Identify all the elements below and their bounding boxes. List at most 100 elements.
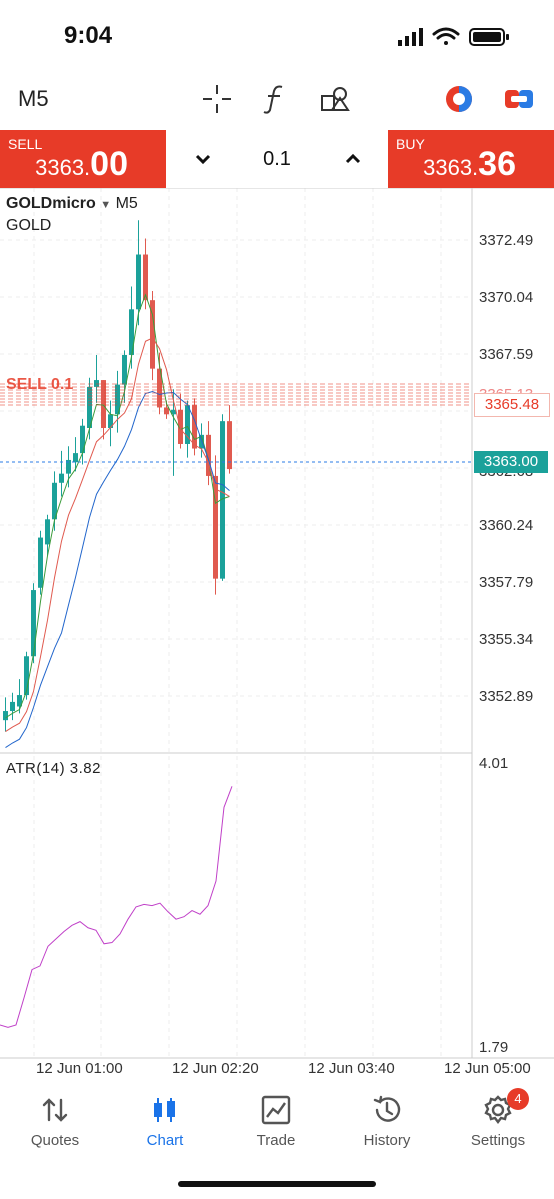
- candle-body: [129, 309, 134, 355]
- symbol-description: GOLD: [6, 217, 52, 234]
- tab-label: Settings: [470, 1132, 526, 1149]
- x-axis-label: 12 Jun 01:00: [36, 1060, 123, 1077]
- sell-price-pips: 00: [90, 145, 128, 183]
- symbol-dropdown-icon: ▼: [100, 199, 112, 211]
- sell-label: SELL: [8, 136, 43, 152]
- chevron-down-icon[interactable]: [188, 144, 218, 174]
- tab-label: History: [363, 1132, 411, 1149]
- y-axis-label: 3357.79: [479, 574, 534, 591]
- candle-body: [66, 459, 71, 474]
- candle-body: [87, 386, 92, 428]
- tab-history[interactable]: History: [332, 1088, 442, 1160]
- trade-panel: SELL 3363.00 0.1 BUY 3363.36: [0, 130, 554, 188]
- crosshair-icon[interactable]: [200, 82, 234, 116]
- candle-body: [213, 475, 218, 579]
- home-indicator: [178, 1181, 376, 1187]
- candle-body: [17, 695, 22, 707]
- candle-body: [122, 354, 127, 385]
- tab-label: Chart: [146, 1132, 184, 1149]
- ma-slow-line: [5, 390, 230, 748]
- candle-body: [115, 384, 120, 415]
- indicator-toggle-icon[interactable]: [442, 82, 476, 116]
- candle-body: [143, 254, 148, 301]
- tab-label: Quotes: [30, 1132, 80, 1149]
- status-icons: [398, 26, 518, 48]
- x-axis-label: 12 Jun 05:00: [444, 1060, 531, 1077]
- buy-price-main: 3363.: [423, 155, 479, 180]
- candle-body: [101, 380, 106, 428]
- y-axis-label: 3352.89: [479, 688, 534, 705]
- y-axis-label: 3360.24: [479, 517, 534, 534]
- timeframe-selector[interactable]: M5: [18, 86, 49, 111]
- candle-body: [10, 701, 15, 712]
- ma-fast-line: [5, 293, 230, 719]
- buy-price: 3363.36: [423, 145, 516, 184]
- candle-body: [227, 421, 232, 470]
- status-bar: 9:04: [0, 0, 554, 70]
- chart-area[interactable]: GOLDmicro ▼ M5 GOLD SELL 0.1 3372.49 337…: [0, 188, 554, 1088]
- tab-label: Trade: [256, 1132, 296, 1149]
- tab-chart[interactable]: Chart: [110, 1088, 220, 1160]
- y-axis-label: 3372.49: [479, 232, 534, 249]
- x-axis-label: 12 Jun 03:40: [308, 1060, 395, 1077]
- notification-badge: 4: [507, 1088, 529, 1110]
- candle-body: [164, 407, 169, 415]
- y-axis-label: 3355.34: [479, 631, 534, 648]
- chart-icon: [149, 1094, 181, 1126]
- candle-body: [220, 421, 225, 579]
- candle-body: [80, 425, 85, 454]
- signal-icon: [398, 28, 423, 46]
- candle-body: [45, 519, 50, 545]
- candle-body: [185, 405, 190, 444]
- tab-quotes[interactable]: Quotes: [0, 1088, 110, 1160]
- candle-body: [38, 537, 43, 588]
- candle-body: [73, 453, 78, 463]
- candle-body: [192, 405, 197, 449]
- tab-trade[interactable]: Trade: [221, 1088, 331, 1160]
- candle-body: [157, 368, 162, 408]
- sell-button[interactable]: SELL 3363.00: [0, 130, 166, 188]
- price-chart[interactable]: [0, 188, 554, 1088]
- function-icon[interactable]: [258, 82, 292, 116]
- sell-price: 3363.00: [35, 145, 128, 184]
- order-price-tag: 3365.48: [474, 393, 550, 417]
- current-price-tag: 3363.00: [474, 451, 548, 473]
- symbol-name: GOLDmicro: [6, 195, 96, 212]
- order-line-label: SELL 0.1: [6, 376, 74, 393]
- trade-toggle-icon[interactable]: [502, 82, 536, 116]
- candle-body: [171, 409, 176, 415]
- candle-body: [136, 254, 141, 310]
- buy-label: BUY: [396, 136, 425, 152]
- lot-value[interactable]: 0.1: [263, 148, 291, 170]
- y-axis-label: 3370.04: [479, 289, 534, 306]
- candle-body: [52, 482, 57, 520]
- wifi-icon: [432, 27, 460, 45]
- candle-body: [206, 434, 211, 476]
- lot-selector: 0.1: [166, 130, 388, 188]
- battery-icon: [469, 28, 509, 46]
- symbol-header[interactable]: GOLDmicro ▼ M5: [6, 195, 138, 213]
- ma-mid-line: [5, 337, 230, 733]
- candle-body: [3, 711, 8, 721]
- objects-icon[interactable]: [318, 82, 352, 116]
- chart-toolbar: M5: [0, 72, 554, 126]
- trade-icon: [260, 1094, 292, 1126]
- tab-settings[interactable]: 4 Settings: [443, 1088, 553, 1160]
- candle-body: [108, 414, 113, 428]
- atr-axis-label: 1.79: [479, 1039, 509, 1056]
- candle-body: [24, 656, 29, 696]
- symbol-timeframe: M5: [115, 195, 138, 212]
- candle-body: [150, 300, 155, 369]
- chevron-up-icon[interactable]: [338, 144, 368, 174]
- buy-button[interactable]: BUY 3363.36: [388, 130, 554, 188]
- sell-price-main: 3363.: [35, 155, 91, 180]
- candle-body: [59, 473, 64, 483]
- atr-indicator-label: ATR(14) 3.82: [6, 760, 101, 777]
- status-time: 9:04: [64, 22, 113, 49]
- buy-price-pips: 36: [478, 145, 516, 183]
- quotes-icon: [39, 1094, 71, 1126]
- candle-body: [178, 409, 183, 444]
- bottom-tab-bar: Quotes Chart Trade History: [0, 1088, 554, 1160]
- history-icon: [371, 1094, 403, 1126]
- y-axis-label: 3367.59: [479, 346, 534, 363]
